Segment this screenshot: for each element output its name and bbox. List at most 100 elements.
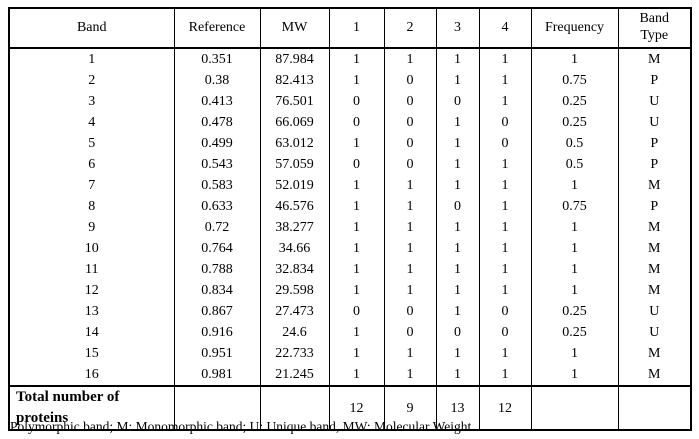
table-row: 10 0.764 34.66 1 1 1 1 1 M xyxy=(8,238,692,259)
table-cell: 21.245 xyxy=(259,364,330,386)
table-cell: 0.75 xyxy=(530,70,619,91)
table-cell: 1 xyxy=(478,343,532,364)
table-cell: 0.543 xyxy=(173,154,261,175)
table-cell: 1 xyxy=(383,238,437,259)
table-row: 13 0.867 27.473 0 0 1 0 0.25 U xyxy=(8,301,692,322)
total-cell: 9 xyxy=(383,385,437,430)
column-header: 1 xyxy=(328,8,385,49)
total-cell xyxy=(259,385,330,430)
total-cell: 12 xyxy=(328,385,385,430)
table-row: 6 0.543 57.059 0 0 1 1 0.5 P xyxy=(8,154,692,175)
table-cell: 82.413 xyxy=(259,70,330,91)
table-row: 7 0.583 52.019 1 1 1 1 1 M xyxy=(8,175,692,196)
column-header: Reference xyxy=(173,8,261,49)
table-cell: 0.981 xyxy=(173,364,261,386)
table-cell: 10 xyxy=(8,238,175,259)
table-cell: 0.583 xyxy=(173,175,261,196)
table-cell: 12 xyxy=(8,280,175,301)
table-cell: 1 xyxy=(383,364,437,386)
table-cell: 1 xyxy=(383,48,437,70)
table-cell: 1 xyxy=(530,259,619,280)
table-cell: 5 xyxy=(8,133,175,154)
table-row: 9 0.72 38.277 1 1 1 1 1 M xyxy=(8,217,692,238)
table-cell: 3 xyxy=(8,91,175,112)
table-cell: 0.38 xyxy=(173,70,261,91)
table-cell: 1 xyxy=(478,91,532,112)
table-cell: 0.25 xyxy=(530,322,619,343)
table-cell: 38.277 xyxy=(259,217,330,238)
table-cell: U xyxy=(617,322,692,343)
table-cell: 0.916 xyxy=(173,322,261,343)
table-cell: 1 xyxy=(478,259,532,280)
total-cell xyxy=(173,385,261,430)
table-cell: 34.66 xyxy=(259,238,330,259)
table-cell: 57.059 xyxy=(259,154,330,175)
table-cell: 0.413 xyxy=(173,91,261,112)
table-cell: 1 xyxy=(383,343,437,364)
table-cell: 1 xyxy=(530,280,619,301)
total-cell xyxy=(617,385,692,430)
table-cell: 1 xyxy=(383,175,437,196)
table-cell: U xyxy=(617,301,692,322)
table-cell: 1 xyxy=(383,217,437,238)
table-cell: 0.788 xyxy=(173,259,261,280)
table-cell: 1 xyxy=(328,364,385,386)
table-cell: 9 xyxy=(8,217,175,238)
table-cell: 76.501 xyxy=(259,91,330,112)
table-cell: 16 xyxy=(8,364,175,386)
table-cell: 1 xyxy=(435,364,480,386)
table-cell: 0.478 xyxy=(173,112,261,133)
table-cell: 1 xyxy=(478,280,532,301)
table-cell: 1 xyxy=(530,364,619,386)
table-cell: 1 xyxy=(328,217,385,238)
table-cell: 0 xyxy=(328,301,385,322)
table-cell: 0.25 xyxy=(530,301,619,322)
table-cell: 0 xyxy=(383,91,437,112)
table-cell: 46.576 xyxy=(259,196,330,217)
table-cell: 0.5 xyxy=(530,154,619,175)
table-cell: 0.75 xyxy=(530,196,619,217)
table-cell: 0 xyxy=(383,70,437,91)
table-cell: 1 xyxy=(435,280,480,301)
table-cell: 0 xyxy=(478,322,532,343)
table-cell: 4 xyxy=(8,112,175,133)
table-cell: 0 xyxy=(383,154,437,175)
table-cell: 0.951 xyxy=(173,343,261,364)
header-row: Band Reference MW 1 2 3 4 Frequency Band Type xyxy=(8,8,692,49)
table-cell: 0.633 xyxy=(173,196,261,217)
table-cell: 0 xyxy=(435,196,480,217)
table-cell: 0 xyxy=(383,112,437,133)
table-body: 1 0.351 87.984 1 1 1 1 1 M 2 0.38 82.413 1 0 1 1 0.75 P 3 0… xyxy=(8,48,692,430)
table-cell: 63.012 xyxy=(259,133,330,154)
table-cell: 1 xyxy=(435,70,480,91)
table-cell: 87.984 xyxy=(259,48,330,70)
table-cell: M xyxy=(617,217,692,238)
table-cell: 0.5 xyxy=(530,133,619,154)
table-cell: 0 xyxy=(435,91,480,112)
table-cell: 1 xyxy=(530,238,619,259)
table-cell: M xyxy=(617,259,692,280)
table-cell: 0.764 xyxy=(173,238,261,259)
table-cell: 1 xyxy=(328,70,385,91)
table-cell: 0.867 xyxy=(173,301,261,322)
table-cell: 0 xyxy=(435,322,480,343)
table-cell: 29.598 xyxy=(259,280,330,301)
total-cell: 12 xyxy=(478,385,532,430)
column-header: Band xyxy=(8,8,175,49)
table-cell: 1 xyxy=(328,280,385,301)
table-cell: 0 xyxy=(383,133,437,154)
table-cell: P xyxy=(617,154,692,175)
table-cell: M xyxy=(617,364,692,386)
table-row: 5 0.499 63.012 1 0 1 0 0.5 P xyxy=(8,133,692,154)
table-row: 15 0.951 22.733 1 1 1 1 1 M xyxy=(8,343,692,364)
table-cell: 1 xyxy=(530,217,619,238)
table-cell: 15 xyxy=(8,343,175,364)
table-cell: 0 xyxy=(383,301,437,322)
table-cell: 1 xyxy=(435,175,480,196)
table-cell: U xyxy=(617,112,692,133)
table-cell: 1 xyxy=(435,301,480,322)
table-cell: 0 xyxy=(383,322,437,343)
table-cell: 1 xyxy=(328,196,385,217)
table-cell: 0.25 xyxy=(530,112,619,133)
